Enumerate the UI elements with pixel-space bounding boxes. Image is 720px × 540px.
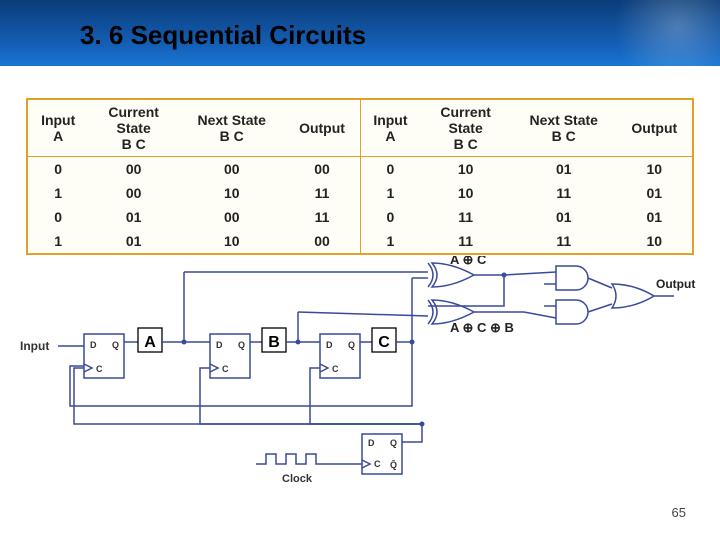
table-cell: 0 (28, 205, 88, 229)
svg-text:D: D (326, 340, 333, 350)
table-cell: 0 (360, 157, 420, 182)
svg-text:A ⊕ C ⊕ B: A ⊕ C ⊕ B (450, 320, 514, 335)
svg-text:Q: Q (238, 340, 245, 350)
svg-text:C: C (222, 364, 229, 374)
col-next-state-left: Next StateB C (197, 112, 265, 144)
header-accent (580, 0, 720, 66)
table-cell: 00 (88, 181, 179, 205)
svg-text:B: B (268, 334, 280, 351)
svg-text:Q: Q (112, 340, 119, 350)
table-cell: 0 (360, 205, 420, 229)
col-next-state-right: Next StateB C (529, 112, 597, 144)
table-cell: 01 (511, 205, 617, 229)
svg-text:Clock: Clock (282, 473, 313, 485)
table-cell: 01 (88, 229, 179, 253)
svg-text:Q̄: Q̄ (390, 460, 397, 470)
col-output-right: Output (631, 120, 677, 136)
svg-text:C: C (96, 364, 103, 374)
table-cell: 10 (617, 157, 692, 182)
table-row: 10110001111110 (28, 229, 692, 253)
table-cell: 01 (617, 181, 692, 205)
svg-text:Output: Output (656, 277, 695, 291)
col-input-a-left: InputA (41, 112, 75, 144)
table-cell: 1 (28, 181, 88, 205)
table-cell: 11 (420, 229, 511, 253)
svg-text:A ⊕ C: A ⊕ C (450, 256, 487, 267)
state-table: InputA CurrentStateB C Next StateB C Out… (26, 98, 694, 255)
svg-text:C: C (374, 459, 381, 469)
svg-text:Input: Input (20, 339, 49, 353)
table-cell: 10 (179, 229, 285, 253)
col-input-a-right: InputA (373, 112, 407, 144)
table-cell: 11 (511, 181, 617, 205)
table-header-row: InputA CurrentStateB C Next StateB C Out… (28, 100, 692, 157)
svg-text:A: A (144, 334, 156, 351)
svg-text:C: C (378, 334, 390, 351)
svg-text:D: D (216, 340, 223, 350)
table-cell: 11 (285, 205, 360, 229)
table-cell: 1 (360, 229, 420, 253)
table-cell: 1 (360, 181, 420, 205)
table-cell: 00 (285, 157, 360, 182)
table-cell: 00 (179, 205, 285, 229)
table-cell: 1 (28, 229, 88, 253)
table-cell: 10 (420, 157, 511, 182)
col-current-state-left: CurrentStateB C (108, 104, 159, 152)
table-cell: 0 (28, 157, 88, 182)
svg-text:D: D (90, 340, 97, 350)
circuit-diagram: Input D Q C A D Q C B D Q C C A ⊕ C A ⊕ C ⊕ B Output D Q C… (14, 256, 706, 496)
table-row: 10010111101101 (28, 181, 692, 205)
table-cell: 01 (511, 157, 617, 182)
slide-header: 3. 6 Sequential Circuits (0, 0, 720, 66)
col-current-state-right: CurrentStateB C (440, 104, 491, 152)
table-cell: 00 (88, 157, 179, 182)
page-number: 65 (672, 505, 686, 520)
table-row: 00100110110101 (28, 205, 692, 229)
svg-text:Q: Q (348, 340, 355, 350)
table-cell: 11 (511, 229, 617, 253)
table-cell: 10 (420, 181, 511, 205)
slide-title: 3. 6 Sequential Circuits (80, 20, 366, 51)
svg-text:D: D (368, 438, 375, 448)
table-row: 00000000100110 (28, 157, 692, 182)
table-cell: 01 (617, 205, 692, 229)
col-output-left: Output (299, 120, 345, 136)
table-cell: 01 (88, 205, 179, 229)
table-cell: 11 (285, 181, 360, 205)
svg-text:Q: Q (390, 438, 397, 448)
svg-text:C: C (332, 364, 339, 374)
table-cell: 10 (179, 181, 285, 205)
table-cell: 10 (617, 229, 692, 253)
table-cell: 00 (285, 229, 360, 253)
table-cell: 00 (179, 157, 285, 182)
table-cell: 11 (420, 205, 511, 229)
